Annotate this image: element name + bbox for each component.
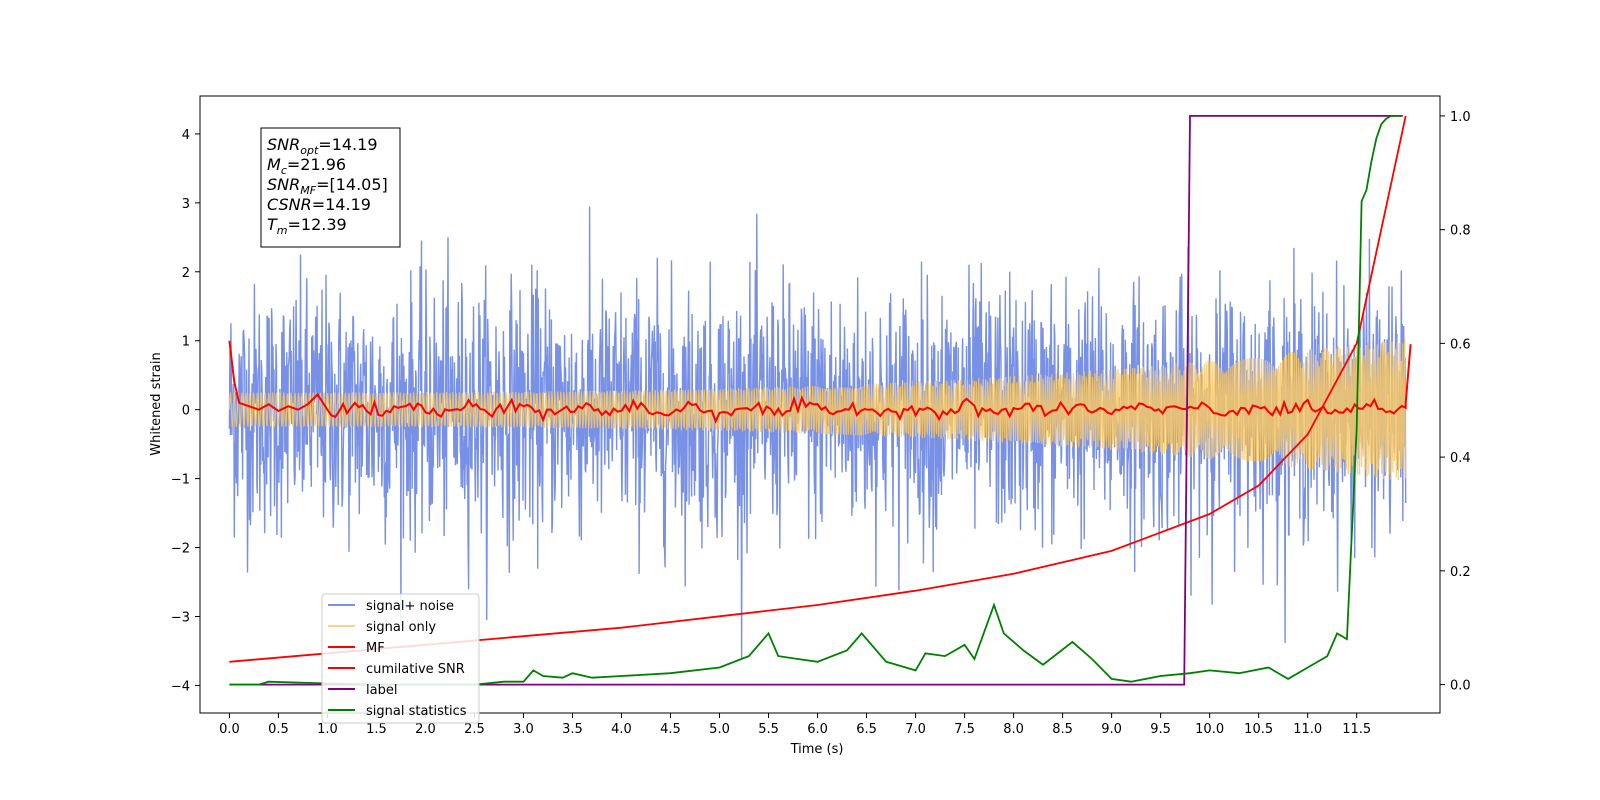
- info-line: SNRopt=14.19: [267, 135, 378, 157]
- y2-tick-label: 0.6: [1450, 337, 1471, 352]
- x-tick-label: 10.5: [1244, 722, 1273, 737]
- x-tick-label: 5.0: [709, 722, 730, 737]
- y2-tick-label: 1.0: [1450, 110, 1471, 125]
- y-axis-label: Whitened strain: [149, 352, 164, 455]
- x-tick-label: 3.5: [562, 722, 583, 737]
- y2-tick-label: 0.2: [1450, 565, 1471, 580]
- y-tick-label: 2: [182, 266, 190, 281]
- plot-frame: [199, 95, 1441, 714]
- info-box: SNRopt=14.19Mc=21.96SNRMF=[14.05]CSNR=14…: [260, 127, 401, 248]
- x-axis-label: Time (s): [790, 742, 844, 757]
- series-mf: [228, 340, 1412, 424]
- x-tick-label: 2.5: [464, 722, 485, 737]
- x-tick-label: 3.0: [513, 722, 534, 737]
- legend-label: signal statistics: [366, 704, 467, 719]
- x-tick-label: 9.5: [1150, 722, 1171, 737]
- x-tick-label: 1.5: [366, 722, 387, 737]
- x-tick-label: 4.0: [611, 722, 632, 737]
- x-tick-label: 11.5: [1342, 722, 1371, 737]
- x-tick-label: 5.5: [758, 722, 779, 737]
- x-tick-label: 4.5: [660, 722, 681, 737]
- info-line: Mc=21.96: [267, 155, 346, 177]
- x-tick-label: 8.0: [1003, 722, 1024, 737]
- y2-tick-label: 0.8: [1450, 224, 1471, 239]
- x-tick-label: 11.0: [1293, 722, 1322, 737]
- info-line: Tm=12.39: [267, 215, 347, 237]
- series-signal-statistics: [229, 115, 1401, 686]
- y-tick-label: 0: [182, 404, 190, 419]
- x-tick-label: 0.0: [219, 722, 240, 737]
- y-tick-label: 1: [182, 335, 190, 350]
- y2-tick-label: 0.4: [1450, 451, 1471, 466]
- info-line: CSNR=14.19: [267, 195, 371, 214]
- x-tick-label: 6.5: [856, 722, 877, 737]
- y-tick-label: −4: [171, 679, 190, 694]
- x-tick-label: 2.0: [415, 722, 436, 737]
- y-tick-label: −2: [171, 542, 190, 557]
- x-tick-label: 7.0: [905, 722, 926, 737]
- legend-label: signal+ noise: [366, 599, 454, 614]
- series-label: [229, 115, 1403, 686]
- y2-tick-label: 0.0: [1450, 679, 1471, 694]
- x-tick-label: 7.5: [954, 722, 975, 737]
- y-tick-label: −3: [171, 610, 190, 625]
- x-tick-label: 9.0: [1101, 722, 1122, 737]
- x-tick-label: 10.0: [1195, 722, 1224, 737]
- series-signal-only: [228, 337, 1407, 481]
- x-tick-label: 0.5: [268, 722, 289, 737]
- legend-label: signal only: [366, 620, 436, 635]
- y-tick-label: −1: [171, 473, 190, 488]
- legend-label: label: [366, 683, 397, 698]
- info-box-frame: [260, 127, 401, 248]
- x-tick-label: 6.0: [807, 722, 828, 737]
- info-line: SNRMF=[14.05]: [267, 175, 388, 197]
- legend-label: MF: [366, 641, 385, 656]
- y-tick-label: 4: [182, 128, 190, 143]
- y-tick-label: 3: [182, 197, 190, 212]
- x-tick-label: 8.5: [1052, 722, 1073, 737]
- x-tick-label: 1.0: [317, 722, 338, 737]
- legend-frame: [321, 593, 480, 724]
- legend: signal+ noise signal only MF cumilative SNR…: [321, 593, 480, 724]
- legend-label: cumilative SNR: [366, 662, 465, 677]
